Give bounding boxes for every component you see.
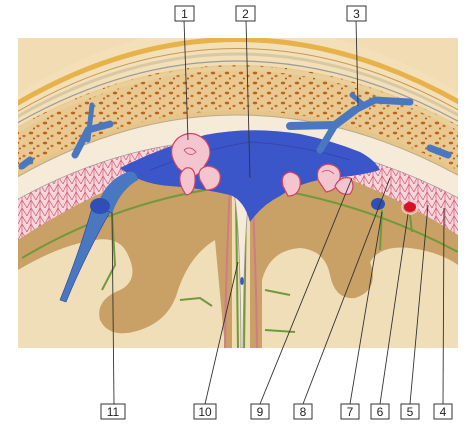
skull-bone-layer: [18, 65, 458, 177]
label-1: 1: [181, 7, 188, 21]
leader-lines: [111, 19, 445, 405]
arachnoid-granulations: [170, 132, 354, 197]
label-box-1: 1: [174, 5, 195, 22]
label-box-9: 9: [250, 403, 270, 420]
label-box-4: 4: [433, 403, 453, 420]
left-hemisphere-white-matter: [18, 239, 225, 348]
label-3: 3: [353, 7, 360, 21]
label-6: 6: [377, 405, 384, 419]
number-labels: 1 2 3 11 10 9 8 7: [100, 5, 453, 420]
label-2: 2: [242, 7, 249, 21]
label-box-8: 8: [293, 403, 313, 420]
label-8: 8: [300, 405, 307, 419]
label-5: 5: [407, 405, 414, 419]
meningeal-artery: [404, 202, 416, 212]
bridging-vein: [59, 207, 111, 303]
label-4: 4: [440, 405, 447, 419]
label-box-2: 2: [235, 5, 256, 22]
label-7: 7: [347, 405, 354, 419]
hair-layer: [18, 38, 458, 106]
right-hemisphere-white-matter: [262, 247, 458, 348]
label-box-6: 6: [370, 403, 390, 420]
label-11: 11: [107, 405, 120, 419]
anatomy-illustration: [18, 38, 458, 348]
label-box-3: 3: [346, 5, 367, 22]
label-box-11: 11: [100, 403, 126, 420]
label-box-10: 10: [193, 403, 217, 420]
label-box-5: 5: [400, 403, 420, 420]
label-box-7: 7: [340, 403, 360, 420]
label-9: 9: [257, 405, 264, 419]
inferior-sagittal-sinus: [240, 277, 244, 285]
label-10: 10: [198, 405, 212, 419]
diploic-veins: [18, 92, 452, 170]
scalp-layer: [18, 38, 458, 126]
dura-mater-layer: [18, 115, 458, 200]
